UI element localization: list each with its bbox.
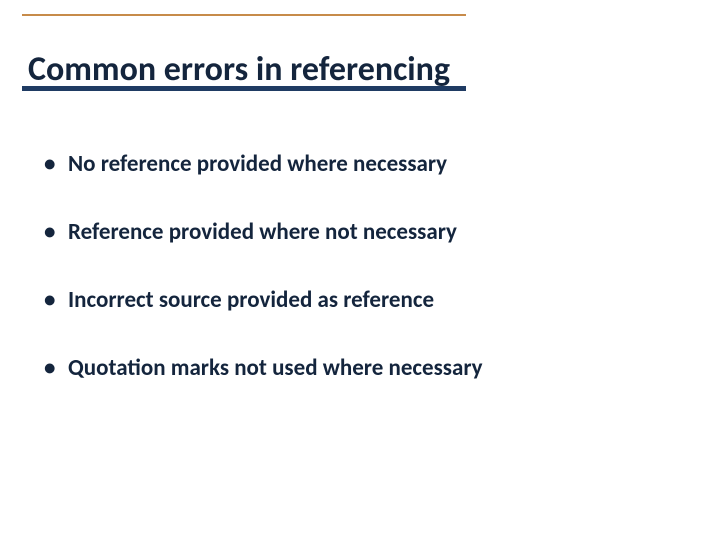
- list-item: No reference provided where necessary: [38, 150, 680, 178]
- list-item: Quotation marks not used where necessary: [38, 354, 680, 382]
- slide: Common errors in referencing No referenc…: [0, 0, 720, 540]
- list-item: Incorrect source provided as reference: [38, 286, 680, 314]
- rule-top: [22, 14, 466, 16]
- rule-bottom: [22, 86, 466, 91]
- list-item: Reference provided where not necessary: [38, 218, 680, 246]
- bullet-list: No reference provided where necessary Re…: [38, 150, 680, 422]
- slide-title: Common errors in referencing: [28, 51, 450, 88]
